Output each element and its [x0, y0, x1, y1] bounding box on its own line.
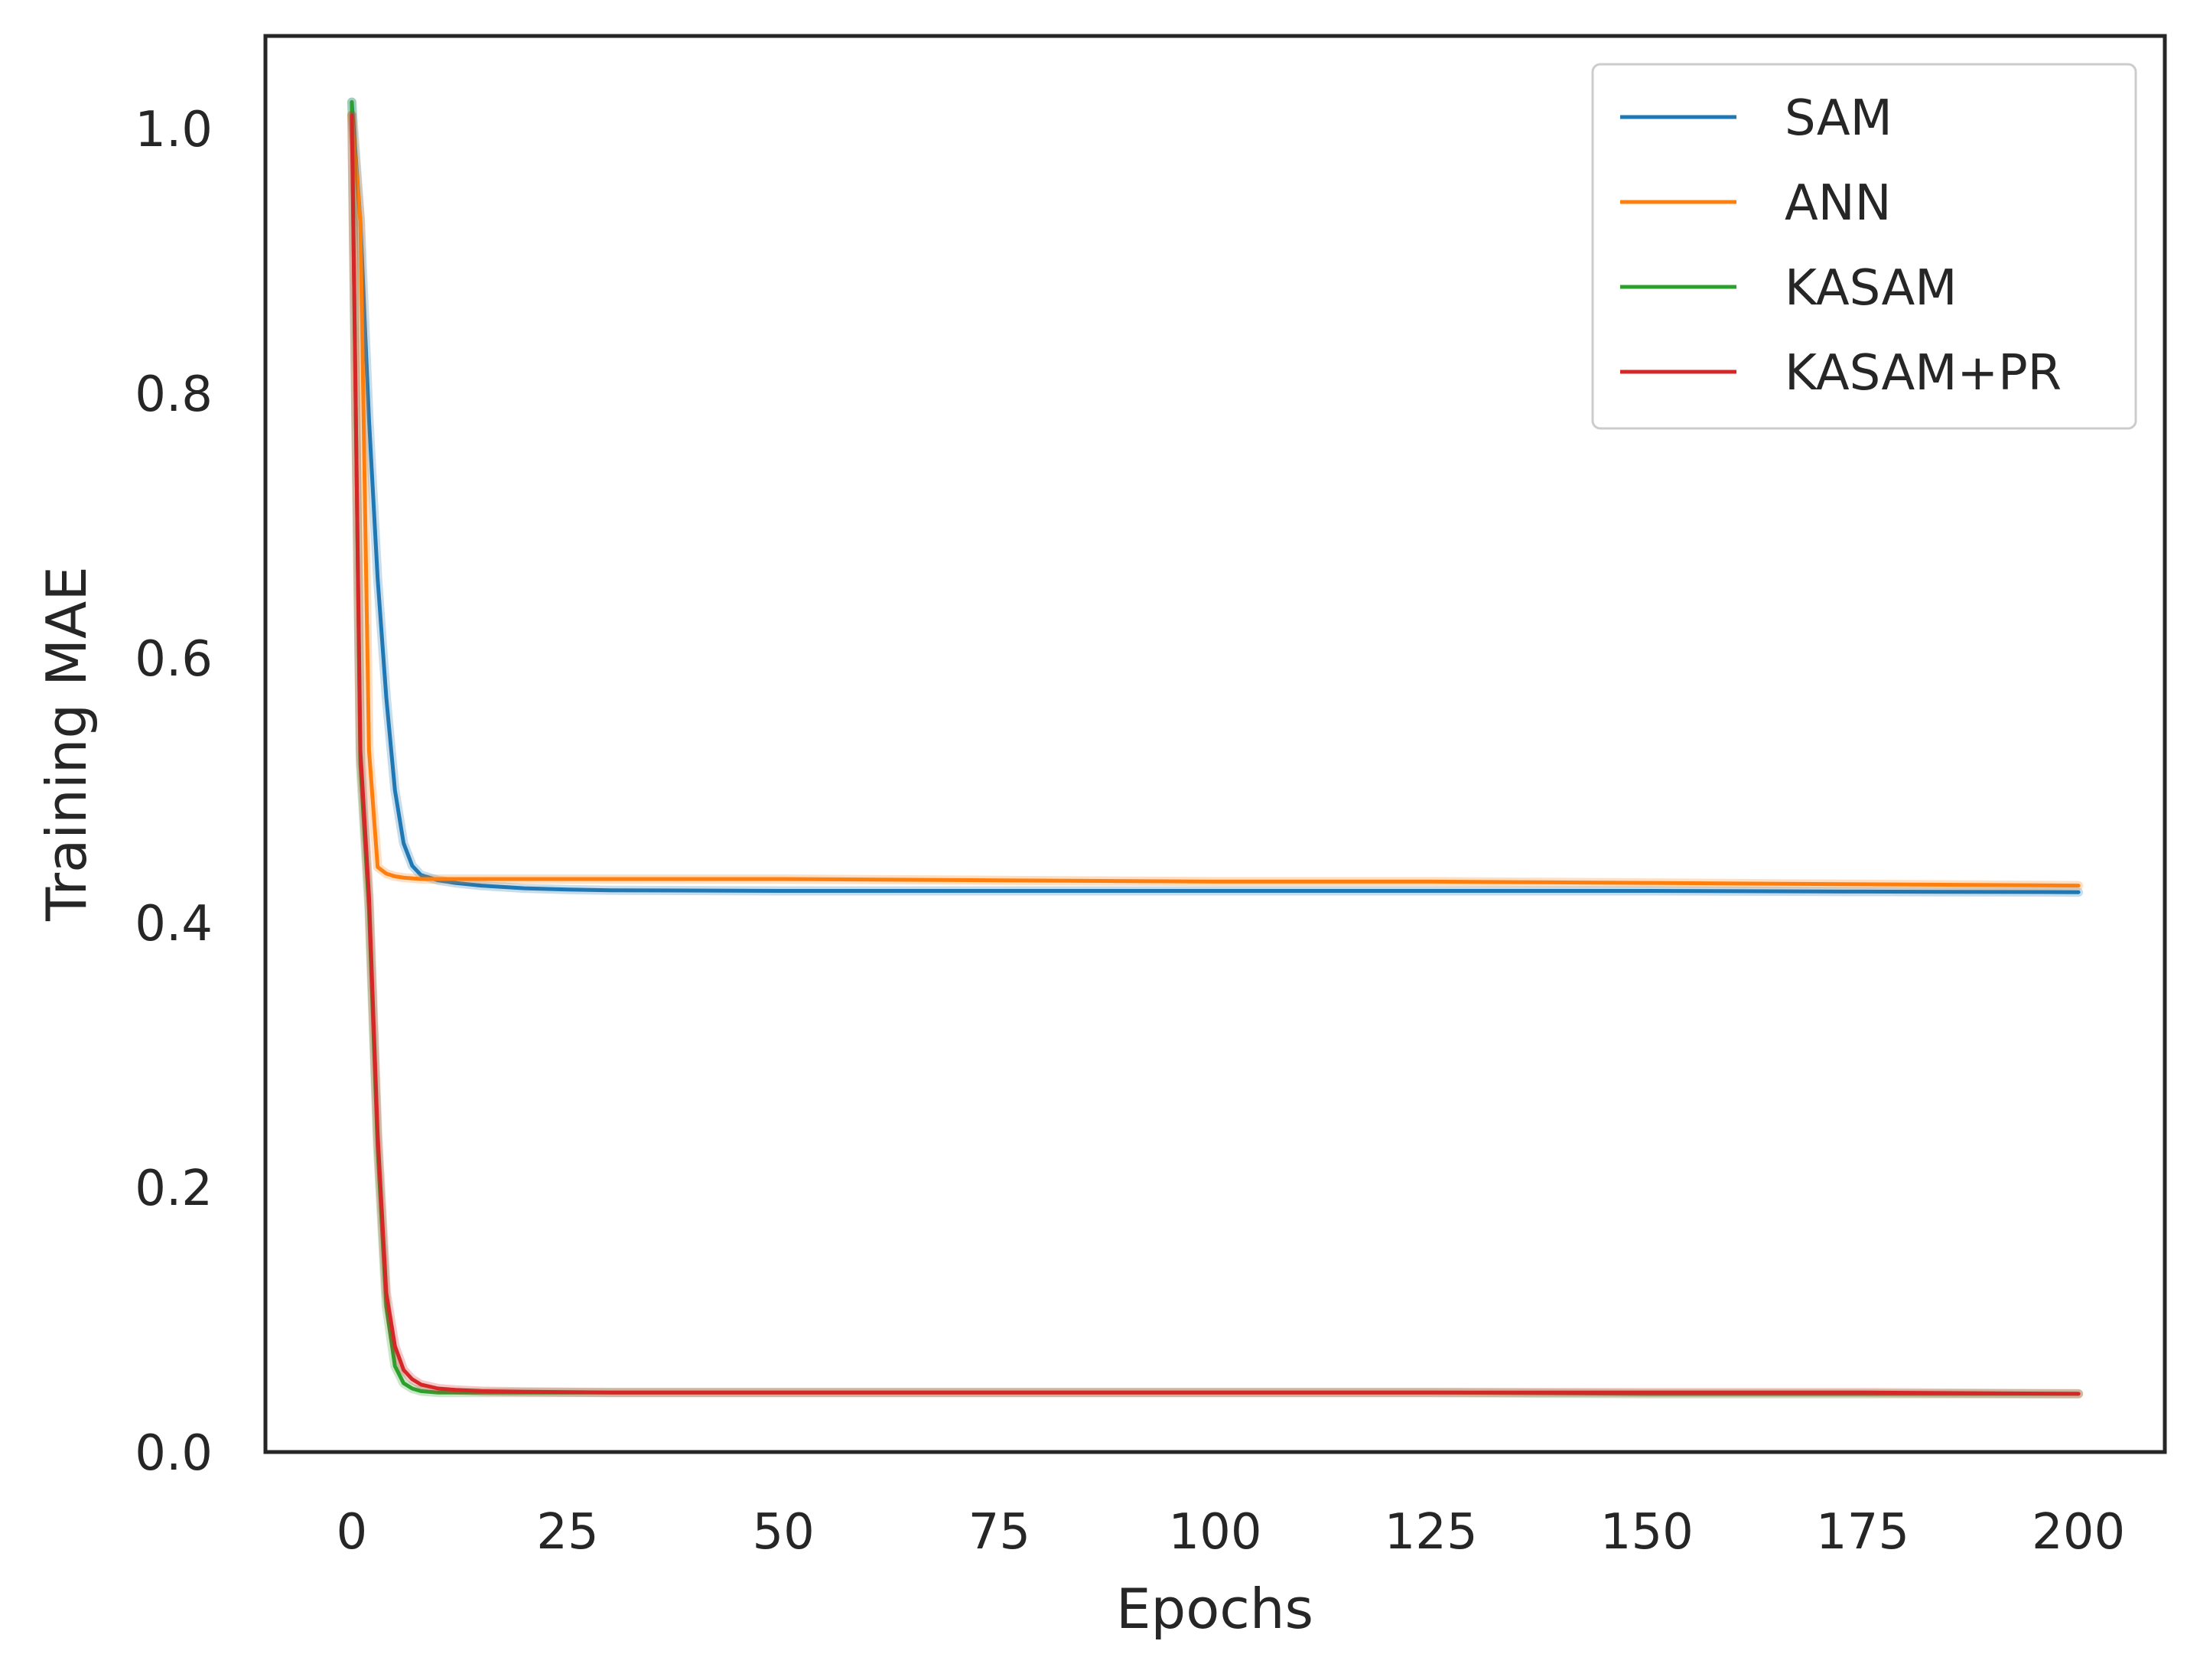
x-axis-label: Epochs	[1116, 1577, 1313, 1641]
y-tick-label: 0.8	[135, 366, 213, 423]
series-line-kasam-pr	[350, 113, 2081, 1396]
legend-label-kasam-pr: KASAM+PR	[1785, 345, 2062, 402]
x-tick-label: 0	[337, 1504, 368, 1561]
series-lines	[347, 97, 2084, 1398]
legend: SAM ANN KASAM KASAM+PR	[1591, 63, 2137, 430]
x-tick-label: 50	[752, 1504, 814, 1561]
x-tick-label: 25	[536, 1504, 598, 1561]
series-line-ann	[350, 113, 2081, 888]
y-axis-label: Training MAE	[34, 566, 99, 922]
legend-label-kasam: KASAM	[1785, 260, 1957, 317]
y-tick-label: 0.6	[135, 631, 213, 688]
x-tick-label: 125	[1385, 1504, 1478, 1561]
y-tick-labels: 0.0 0.2 0.4 0.6 0.8 1.0	[135, 102, 213, 1482]
x-tick-labels: 0 25 50 75 100 125 150 175 200	[337, 1504, 2126, 1561]
x-tick-label: 75	[968, 1504, 1030, 1561]
x-tick-label: 100	[1168, 1504, 1261, 1561]
x-tick-label: 200	[2032, 1504, 2125, 1561]
y-tick-label: 0.2	[135, 1161, 213, 1217]
legend-label-ann: ANN	[1785, 175, 1892, 232]
x-tick-label: 150	[1600, 1504, 1694, 1561]
y-tick-label: 0.4	[135, 896, 213, 952]
legend-box	[1591, 63, 2137, 430]
legend-label-sam: SAM	[1785, 90, 1892, 147]
y-tick-label: 0.0	[135, 1425, 213, 1482]
y-tick-label: 1.0	[135, 102, 213, 158]
x-tick-label: 175	[1816, 1504, 1909, 1561]
series-line-sam	[350, 100, 2081, 894]
